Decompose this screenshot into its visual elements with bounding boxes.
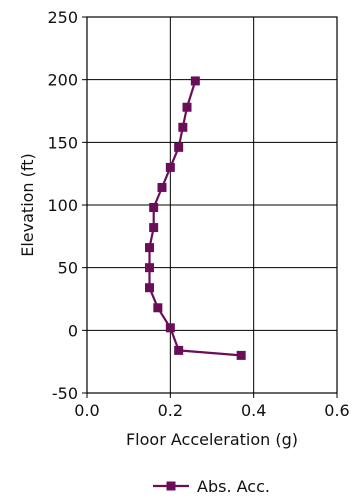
x-axis-label: Floor Acceleration (g) (126, 430, 298, 449)
x-tick-label: 0.2 (158, 401, 183, 420)
data-point-marker (174, 345, 184, 355)
y-tick-label: 200 (47, 71, 78, 90)
data-point-marker (145, 243, 154, 253)
data-point-marker (236, 350, 246, 360)
x-tick-label: 0.4 (241, 401, 266, 420)
y-tick-label: 250 (47, 8, 78, 27)
data-point-marker (174, 142, 184, 152)
data-point-marker (153, 303, 163, 313)
data-point-marker (145, 283, 154, 293)
x-tick-label: 0.0 (74, 401, 99, 420)
y-axis-label: Elevation (ft) (18, 153, 37, 257)
ticks-layer: 0.0 0.2 0.4 0.6 -50 0 50 100 150 200 250 (47, 8, 349, 420)
data-point-marker (165, 162, 175, 172)
series-layer (145, 76, 246, 360)
data-point-marker (165, 323, 175, 333)
data-point-marker (178, 122, 188, 132)
y-tick-label: 50 (58, 259, 78, 278)
data-point-marker (190, 76, 200, 86)
y-tick-label: 0 (68, 321, 78, 340)
data-point-marker (149, 203, 159, 213)
data-point-marker (149, 223, 159, 233)
y-tick-label: -50 (52, 384, 78, 403)
data-point-marker (182, 102, 192, 112)
y-tick-label: 100 (47, 196, 78, 215)
y-tick-label: 150 (47, 133, 78, 152)
legend: Abs. Acc. (153, 477, 270, 496)
x-tick-label: 0.6 (324, 401, 349, 420)
data-point-marker (145, 263, 154, 273)
data-point-marker (157, 182, 167, 192)
grid-layer (86, 16, 338, 394)
series-line (148, 80, 242, 357)
legend-marker (166, 481, 176, 491)
legend-label: Abs. Acc. (197, 477, 270, 496)
